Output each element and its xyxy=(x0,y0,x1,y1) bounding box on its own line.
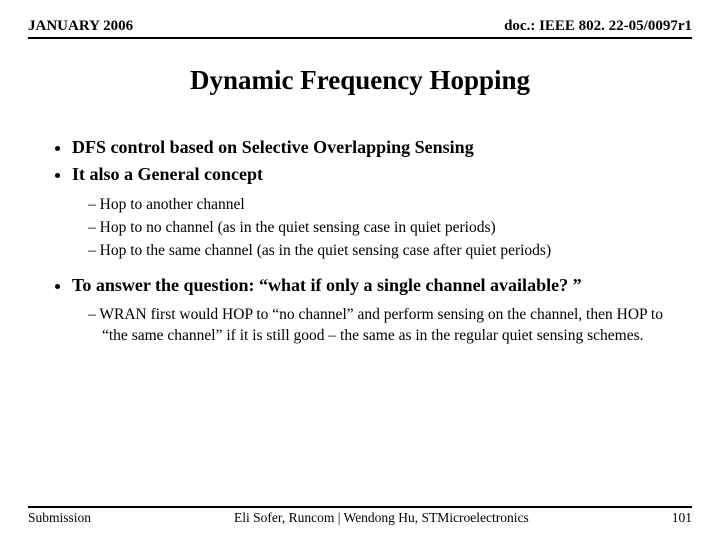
footer-page: 101 xyxy=(672,510,692,526)
footer-rule xyxy=(28,506,692,508)
footer-row: Submission Eli Sofer, Runcom | Wendong H… xyxy=(28,510,692,526)
bullet-2-sub-2: Hop to no channel (as in the quiet sensi… xyxy=(88,218,692,239)
footer-left: Submission xyxy=(28,510,91,526)
header-row: JANUARY 2006 doc.: IEEE 802. 22-05/0097r… xyxy=(28,18,692,39)
bullet-2: It also a General concept xyxy=(72,163,692,186)
bullet-3-sub-1: WRAN first would HOP to “no channel” and… xyxy=(88,305,692,347)
bullet-2-sub-3: Hop to the same channel (as in the quiet… xyxy=(88,241,692,262)
bullet-list: DFS control based on Selective Overlappi… xyxy=(28,136,692,187)
bullet-1: DFS control based on Selective Overlappi… xyxy=(72,136,692,159)
bullet-list-2: To answer the question: “what if only a … xyxy=(28,274,692,297)
slide-container: JANUARY 2006 doc.: IEEE 802. 22-05/0097r… xyxy=(0,0,720,540)
footer-center: Eli Sofer, Runcom | Wendong Hu, STMicroe… xyxy=(91,510,672,526)
slide-title: Dynamic Frequency Hopping xyxy=(28,65,692,96)
footer: Submission Eli Sofer, Runcom | Wendong H… xyxy=(28,506,692,526)
bullet-3-sublist: WRAN first would HOP to “no channel” and… xyxy=(28,305,692,347)
bullet-3: To answer the question: “what if only a … xyxy=(72,274,692,297)
header-doc: doc.: IEEE 802. 22-05/0097r1 xyxy=(504,18,692,35)
header-date: JANUARY 2006 xyxy=(28,18,133,35)
bullet-2-sublist: Hop to another channel Hop to no channel… xyxy=(28,195,692,262)
bullet-2-sub-1: Hop to another channel xyxy=(88,195,692,216)
